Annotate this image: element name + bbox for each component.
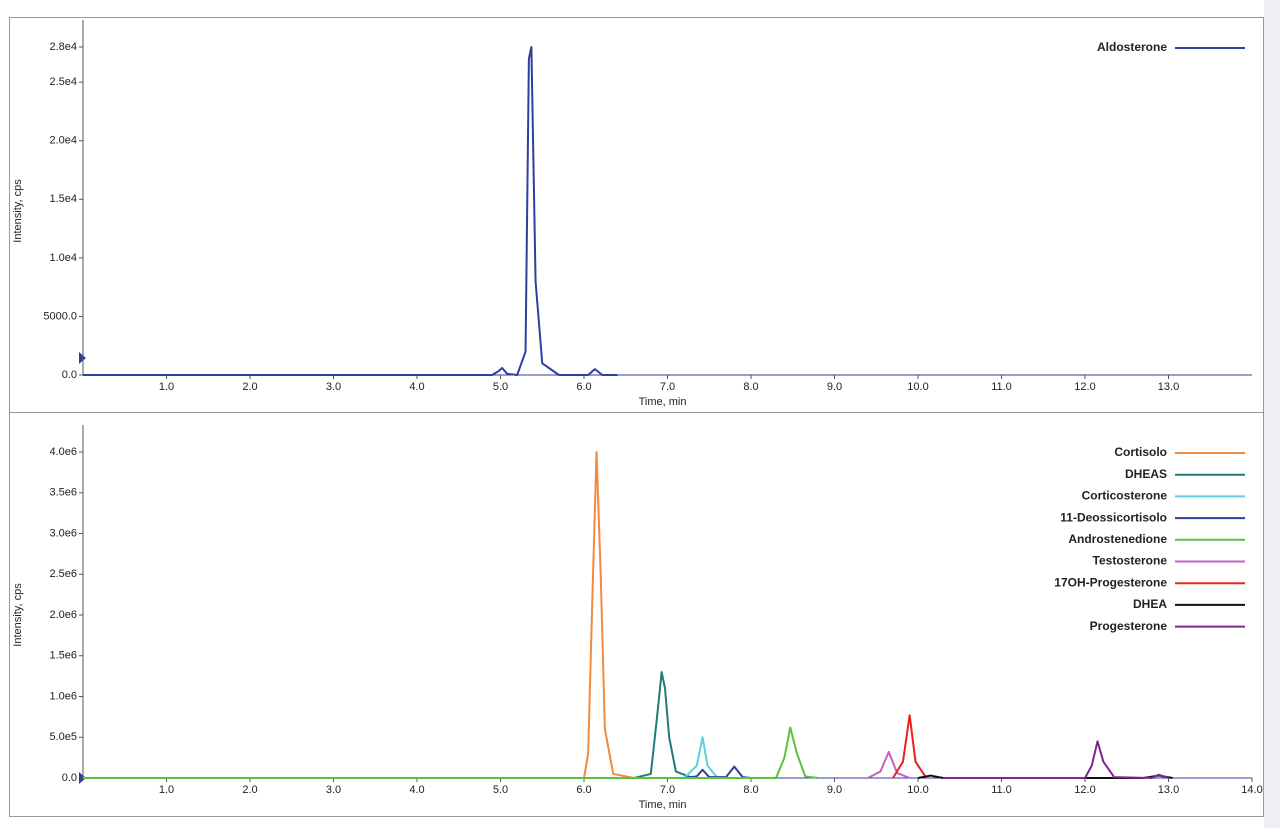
y-tick-label: 3.5e6	[49, 487, 77, 499]
y-tick-label: 4.0e6	[49, 446, 77, 458]
data-line	[83, 451, 635, 779]
y-tick-label: 5000.0	[43, 310, 77, 322]
x-axis-label: Time, min	[639, 396, 687, 408]
legend-text: Progesterone	[1090, 619, 1168, 633]
x-tick-label: 3.0	[326, 784, 341, 796]
x-tick-label: 11.0	[991, 381, 1012, 393]
y-tick-label: 5.0e5	[49, 731, 77, 743]
y-tick-label: 2.0e6	[49, 609, 77, 621]
y-axis-label: Intensity, cps	[12, 583, 24, 647]
y-tick-label: 3.0e6	[49, 527, 77, 539]
legend-text: DHEAS	[1125, 467, 1167, 481]
x-tick-label: 8.0	[743, 784, 758, 796]
x-tick-label: 6.0	[576, 381, 591, 393]
data-line	[83, 726, 818, 779]
x-tick-label: 5.0	[493, 784, 508, 796]
x-tick-label: 13.0	[1158, 381, 1179, 393]
legend-text: 11-Deossicortisolo	[1060, 510, 1167, 524]
side-strip	[1264, 0, 1280, 828]
x-tick-label: 2.0	[242, 784, 257, 796]
x-tick-label: 3.0	[326, 381, 341, 393]
x-tick-label: 12.0	[1074, 784, 1095, 796]
x-tick-label: 1.0	[159, 381, 174, 393]
x-tick-label: 6.0	[576, 784, 591, 796]
x-tick-label: 4.0	[409, 784, 424, 796]
top-panel-frame	[9, 17, 1264, 413]
y-tick-label: 1.5e6	[49, 650, 77, 662]
x-tick-label: 13.0	[1158, 784, 1179, 796]
x-tick-label: 12.0	[1074, 381, 1095, 393]
data-line	[83, 46, 618, 376]
legend-text: 17OH-Progesterone	[1054, 575, 1167, 589]
x-tick-label: 8.0	[743, 381, 758, 393]
x-tick-label: 2.0	[242, 381, 257, 393]
x-tick-label: 9.0	[827, 784, 842, 796]
x-tick-label: 10.0	[907, 381, 928, 393]
x-tick-label: 9.0	[827, 381, 842, 393]
legend-text: Androstenedione	[1068, 532, 1167, 546]
x-axis-label: Time, min	[639, 799, 687, 811]
data-line	[943, 740, 1169, 779]
x-tick-label: 5.0	[493, 381, 508, 393]
y-tick-label: 2.5e4	[49, 76, 77, 88]
x-tick-label: 10.0	[907, 784, 928, 796]
x-tick-label: 7.0	[660, 381, 675, 393]
legend-text: Corticosterone	[1082, 489, 1168, 503]
bottom-panel-frame	[9, 412, 1264, 817]
x-tick-label: 14.0	[1241, 784, 1262, 796]
y-tick-label: 1.5e4	[49, 193, 77, 205]
y-tick-label: 2.5e6	[49, 568, 77, 580]
x-tick-label: 1.0	[159, 784, 174, 796]
legend-text: Testosterone	[1093, 554, 1168, 568]
y-tick-label: 2.0e4	[49, 135, 77, 147]
legend-text: DHEA	[1133, 597, 1167, 611]
legend-text: Aldosterone	[1097, 40, 1167, 54]
y-axis-label: Intensity, cps	[12, 179, 24, 243]
x-tick-label: 7.0	[660, 784, 675, 796]
x-tick-label: 11.0	[991, 784, 1012, 796]
y-tick-label: 1.0e4	[49, 252, 77, 264]
data-line	[633, 671, 693, 779]
y-tick-label: 0.0	[62, 772, 77, 784]
x-tick-label: 4.0	[409, 381, 424, 393]
legend-text: Cortisolo	[1114, 445, 1167, 459]
data-line	[892, 714, 928, 779]
y-tick-label: 0.0	[62, 369, 77, 381]
data-line	[867, 750, 911, 779]
data-line	[683, 736, 719, 779]
y-tick-label: 1.0e6	[49, 690, 77, 702]
y-tick-label: 2.8e4	[49, 41, 77, 53]
